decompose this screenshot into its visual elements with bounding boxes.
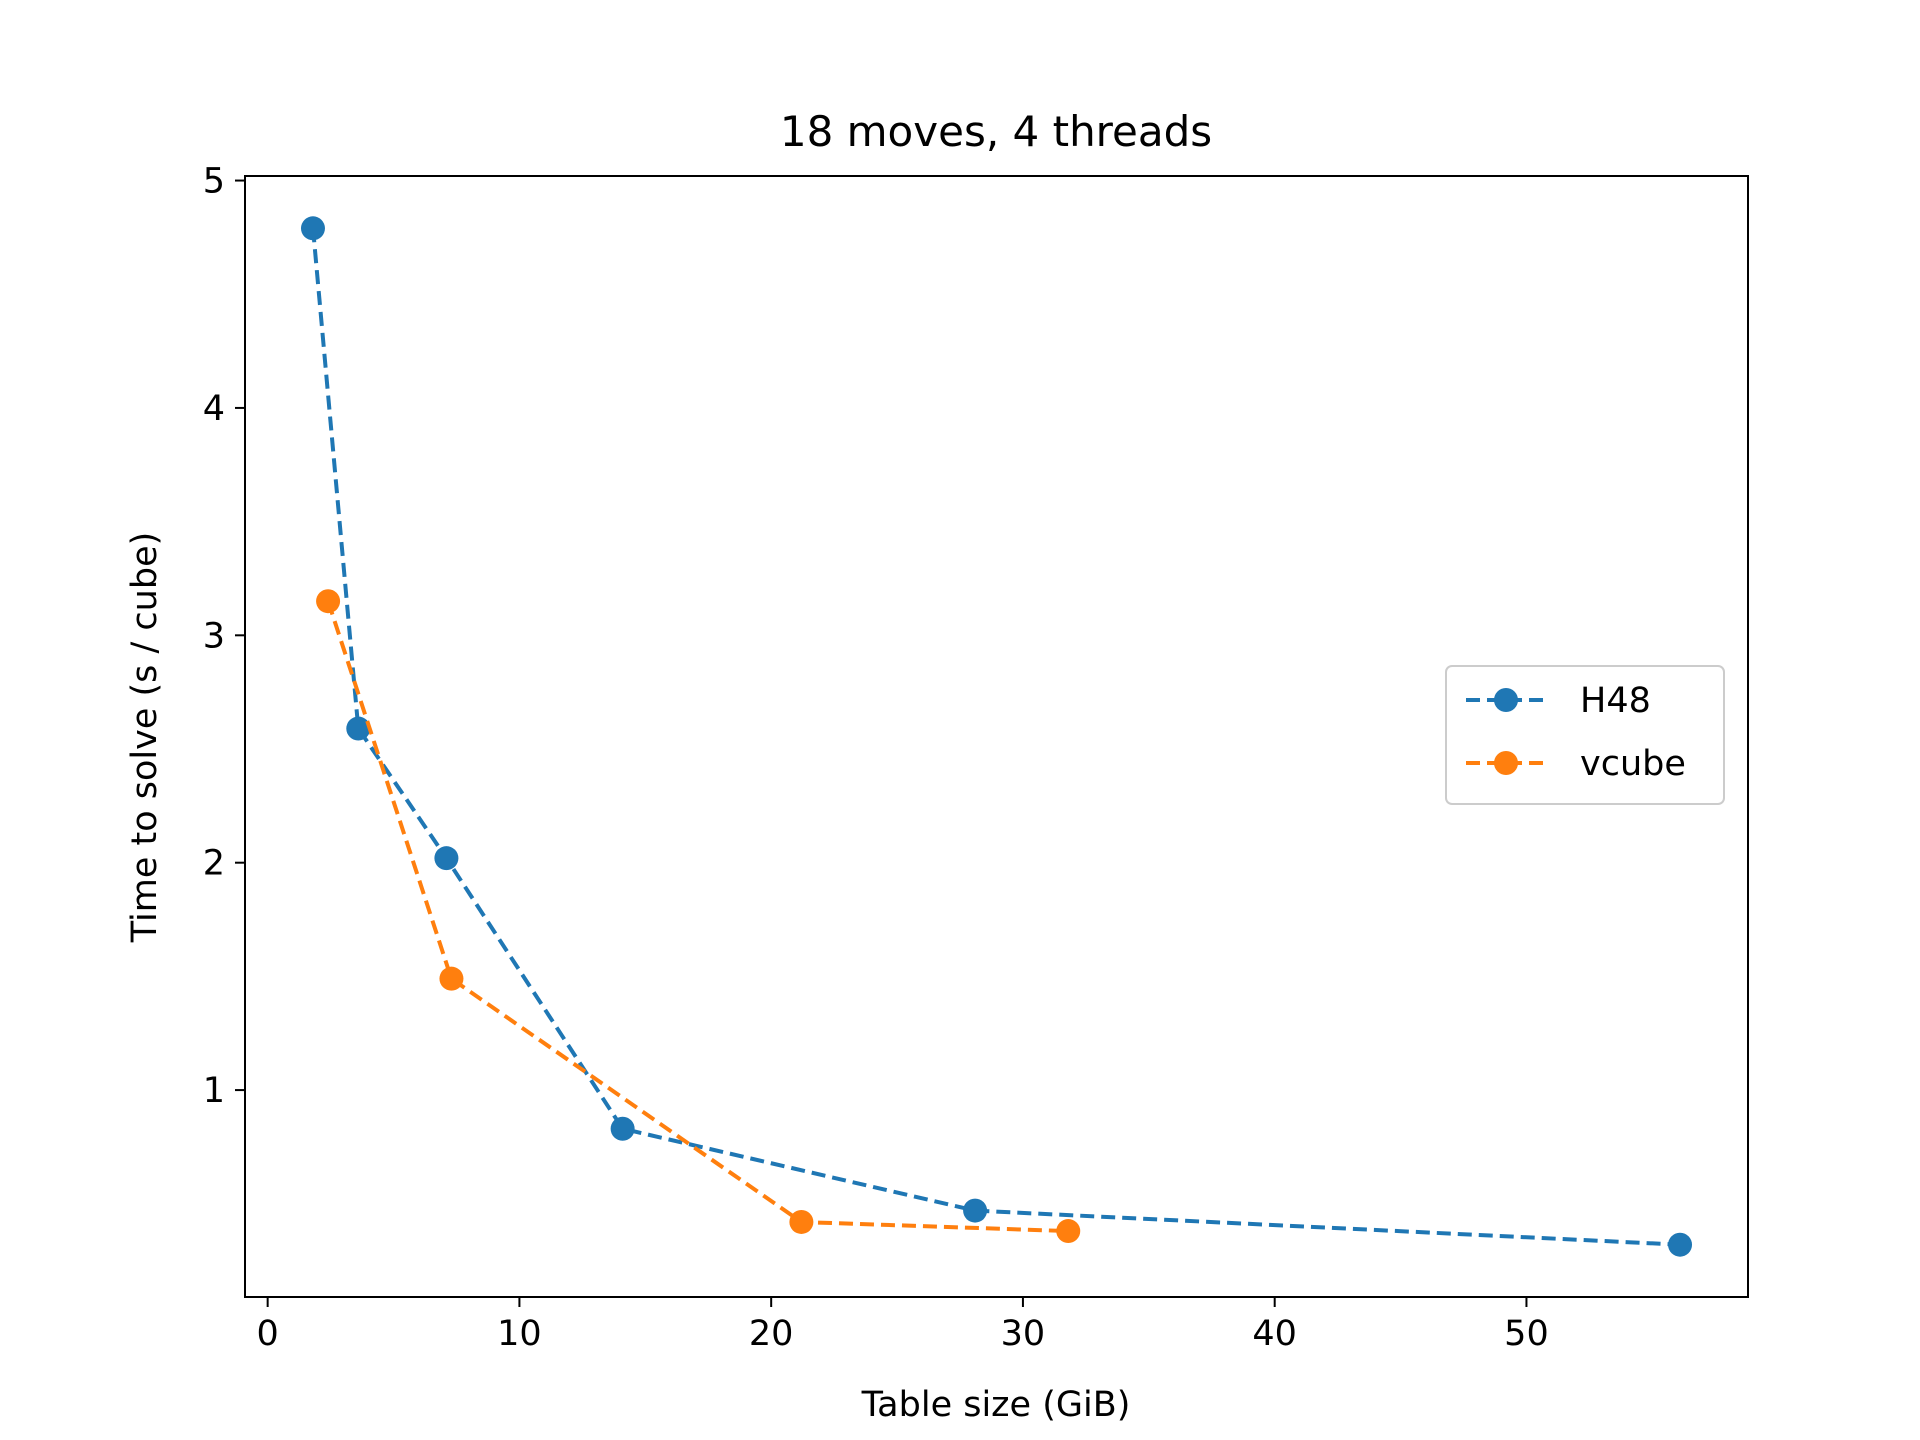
x-axis-title: Table size (GiB): [861, 1385, 1131, 1425]
x-tick-label: 0: [257, 1314, 279, 1354]
y-axis: 1 2 3 4 5: [203, 162, 245, 1111]
y-tick-label: 5: [203, 162, 225, 202]
x-tick-label: 40: [1252, 1314, 1297, 1354]
data-point-h48: [963, 1198, 988, 1223]
legend-label-vcube: vcube: [1580, 744, 1686, 784]
legend: H48 vcube: [1445, 665, 1725, 805]
data-point-h48: [346, 716, 371, 741]
x-tick-label: 50: [1504, 1314, 1549, 1354]
y-tick-label: 2: [203, 844, 225, 884]
legend-marker-vcube: [1494, 751, 1518, 775]
data-point-vcube: [439, 966, 464, 991]
y-axis-title: Time to solve (s / cube): [125, 532, 165, 944]
data-point-vcube: [1056, 1219, 1081, 1244]
legend-item-h48: H48: [1466, 681, 1651, 721]
series-h48: [300, 216, 1693, 1257]
series-layer: [300, 216, 1693, 1257]
y-tick-label: 3: [203, 616, 225, 656]
legend-marker-h48: [1494, 688, 1518, 712]
data-point-h48: [300, 216, 325, 241]
data-point-vcube: [316, 589, 341, 614]
data-point-vcube: [789, 1209, 814, 1234]
x-tick-label: 30: [1001, 1314, 1046, 1354]
plot-frame: [244, 175, 1749, 1298]
y-tick-label: 4: [203, 389, 225, 429]
legend-item-vcube: vcube: [1466, 744, 1686, 784]
x-tick-label: 20: [749, 1314, 794, 1354]
series-line-h48: [311, 228, 1681, 1247]
series-line-vcube: [326, 600, 1069, 1234]
x-tick-label: 10: [497, 1314, 542, 1354]
y-tick-label: 1: [203, 1071, 225, 1111]
data-point-h48: [610, 1116, 635, 1141]
data-point-h48: [434, 846, 459, 871]
series-vcube: [316, 589, 1081, 1244]
data-point-h48: [1668, 1232, 1693, 1257]
legend-label-h48: H48: [1580, 681, 1651, 721]
chart-title: 18 moves, 4 threads: [780, 107, 1212, 156]
x-axis: 0 10 20 30 40 50: [257, 1297, 1549, 1354]
